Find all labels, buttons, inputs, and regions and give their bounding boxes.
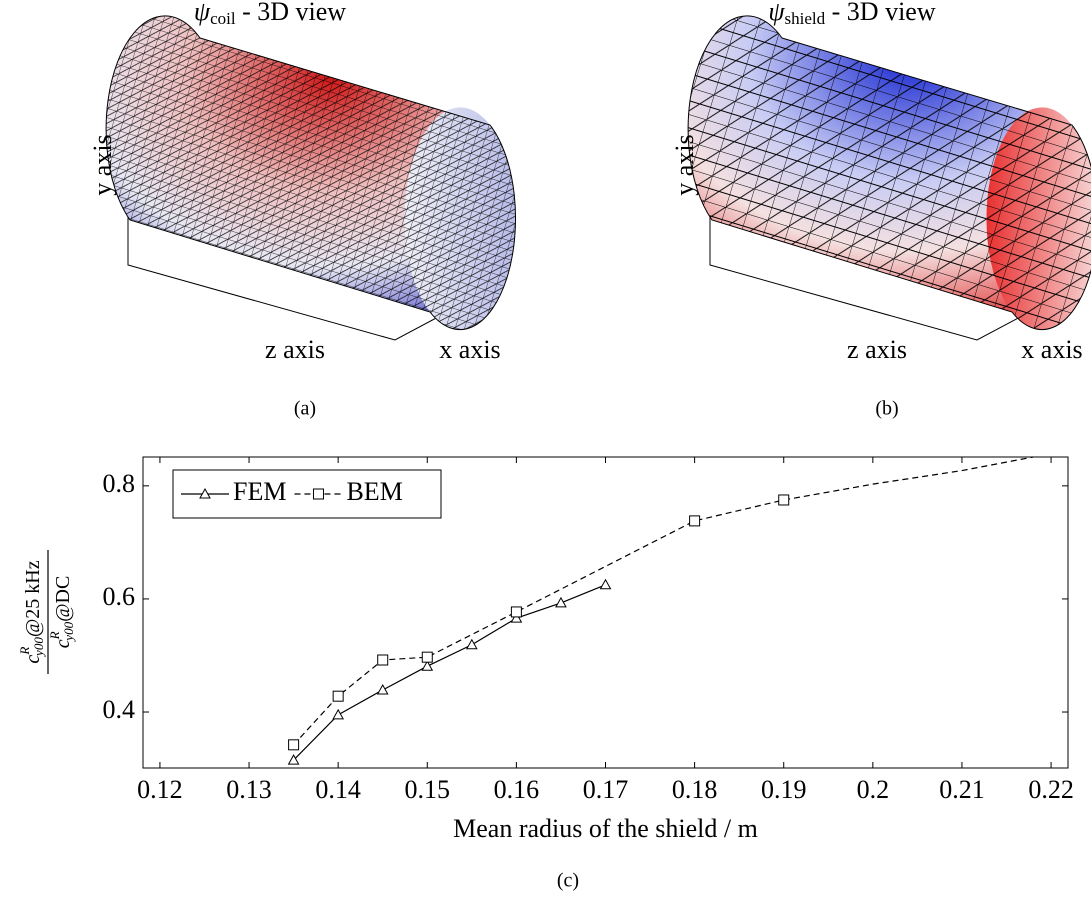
x-tick-label: 0.12 xyxy=(137,775,183,804)
legend-marker xyxy=(312,488,324,500)
x-tick-label: 0.2 xyxy=(857,775,890,804)
x-tick-label: 0.22 xyxy=(1028,775,1074,804)
cylinder-mesh xyxy=(105,15,517,331)
title-rest: - 3D view xyxy=(825,0,936,26)
label-rest: @DC xyxy=(52,576,74,622)
marker-square xyxy=(377,654,389,666)
y-tick-label: 0.8 xyxy=(103,469,136,498)
series-line xyxy=(293,456,1034,746)
marker-triangle xyxy=(332,708,345,720)
title-subscript: coil xyxy=(210,9,236,28)
y-axis-label: y axis xyxy=(670,134,699,195)
caption: (c) xyxy=(557,870,579,892)
marker-square xyxy=(689,515,701,527)
y-label-numerator: cRy00@25 kHz xyxy=(17,560,46,663)
title-symbol: ψ xyxy=(768,0,785,26)
panel: ψshield - 3D view y axis z axis x axis (b) xyxy=(670,0,1091,420)
panel: ψcoil - 3D view y axis z axis x axis (a) xyxy=(88,0,517,420)
y-label-denominator: cRy00@DC xyxy=(47,576,76,649)
title-subscript: shield xyxy=(785,9,826,28)
x-axis-label: x axis xyxy=(1021,335,1082,364)
label-sub: y00 xyxy=(31,637,46,658)
marker-square xyxy=(778,494,790,506)
z-axis-label: z axis xyxy=(265,335,325,364)
label-sup: R xyxy=(17,647,32,656)
cylinder-mesh xyxy=(687,15,1091,331)
marker-triangle xyxy=(421,660,434,671)
label-base: c xyxy=(22,655,44,664)
caption: (b) xyxy=(875,398,898,420)
marker-triangle xyxy=(376,683,389,695)
marker-square xyxy=(510,606,522,618)
x-tick-label: 0.14 xyxy=(315,775,361,804)
y-axis-label: y axis xyxy=(88,134,117,195)
legend-label: BEM xyxy=(346,477,402,506)
series-line xyxy=(293,584,606,761)
label-base: c xyxy=(52,639,74,648)
panel-title: ψshield - 3D view xyxy=(768,0,935,28)
marker-square xyxy=(332,690,344,702)
x-tick-label: 0.17 xyxy=(583,775,629,804)
label-sub: y00 xyxy=(61,621,76,642)
marker-square xyxy=(421,651,433,663)
z-axis-label: z axis xyxy=(847,335,907,364)
title-symbol: ψ xyxy=(194,0,211,26)
marker-square xyxy=(288,739,300,751)
x-tick-label: 0.16 xyxy=(494,775,540,804)
marker-triangle xyxy=(555,596,567,608)
title-rest: - 3D view xyxy=(236,0,347,26)
label-rest: @25 kHz xyxy=(22,560,44,637)
marker-triangle xyxy=(510,612,523,623)
y-tick-label: 0.4 xyxy=(103,695,136,724)
caption: (a) xyxy=(294,398,316,420)
y-tick-label: 0.6 xyxy=(103,582,136,611)
x-axis-label: Mean radius of the shield / m xyxy=(453,814,758,843)
x-axis-label: x axis xyxy=(439,335,500,364)
legend-label: FEM xyxy=(233,477,286,506)
x-tick-label: 0.15 xyxy=(405,775,451,804)
label-sup: R xyxy=(47,631,62,640)
x-tick-label: 0.21 xyxy=(939,775,985,804)
x-tick-label: 0.19 xyxy=(761,775,807,804)
marker-triangle xyxy=(599,578,612,590)
x-tick-label: 0.13 xyxy=(226,775,272,804)
panel-title: ψcoil - 3D view xyxy=(194,0,346,28)
legend-marker xyxy=(199,487,211,499)
x-tick-label: 0.18 xyxy=(672,775,718,804)
marker-triangle xyxy=(465,638,478,650)
line-chart: 0.12 0.13 0.14 0.15 0.16 0.17 0.18 0.19 0.2 0.21 0… xyxy=(17,456,1074,892)
marker-triangle xyxy=(287,754,300,765)
